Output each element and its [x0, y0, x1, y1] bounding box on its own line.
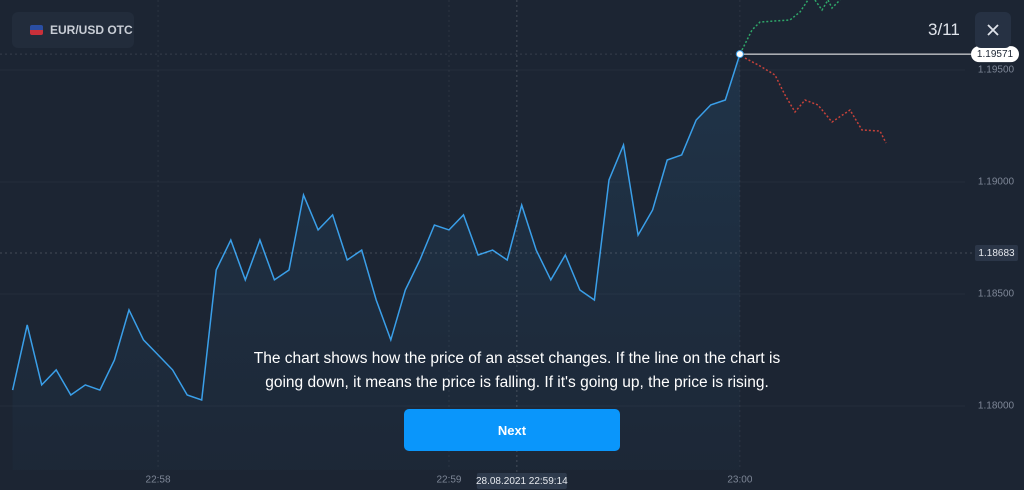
- y-tick-label: 1.19500: [978, 65, 1015, 76]
- asset-name: EUR/USD OTC: [50, 23, 133, 37]
- crosshair-price-label: 1.18683: [978, 248, 1015, 259]
- y-tick-label: 1.19000: [978, 177, 1015, 188]
- forecast-down: [744, 57, 887, 144]
- step-counter: 3/11: [928, 20, 960, 39]
- next-button[interactable]: Next: [404, 409, 620, 451]
- price-line: [11, 53, 741, 402]
- current-point: [735, 50, 744, 59]
- x-tick-label: 23:00: [727, 475, 752, 486]
- crosshair-time-box: [476, 473, 567, 489]
- tutorial-line: The chart shows how the price of an asse…: [253, 350, 781, 367]
- current-price-label: 1.19571: [977, 49, 1014, 60]
- close-button[interactable]: [975, 12, 1011, 48]
- y-tick-label: 1.18500: [978, 289, 1015, 300]
- x-tick-label: 22:58: [146, 475, 171, 486]
- crosshair-time-label: 28.08.2021 22:59:14: [476, 476, 568, 487]
- tutorial-text: The chart shows how the price of an asse…: [217, 347, 817, 395]
- forecast-up-2: [814, 0, 841, 12]
- area: [12, 54, 740, 470]
- forecast-up: [741, 0, 809, 51]
- y-tick-label: 1.18000: [978, 401, 1015, 412]
- crosshair-price-box: [975, 245, 1018, 262]
- tutorial-line: going down, it means the price is fallin…: [265, 374, 769, 391]
- flag-icon: [30, 25, 43, 35]
- close-icon: [987, 24, 999, 36]
- current-price-box: [971, 46, 1019, 63]
- asset-selector[interactable]: EUR/USD OTC: [12, 12, 134, 48]
- x-tick-label: 22:59: [436, 475, 461, 486]
